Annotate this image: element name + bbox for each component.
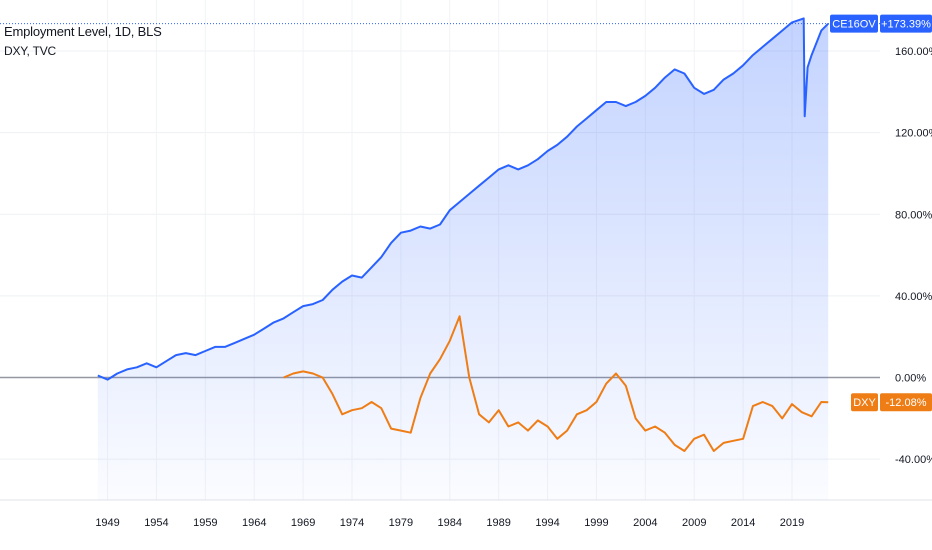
legend-dxy[interactable]: DXY, TVC — [4, 44, 56, 58]
series-line-ce16ov[interactable] — [97, 17, 829, 381]
badge-value-dxy: -12.08% — [886, 397, 927, 409]
badge-label-bg-ce16ov — [830, 14, 878, 33]
y-tick-label: 40.00% — [895, 291, 932, 303]
legend-employment[interactable]: Employment Level, 1D, BLS — [4, 24, 162, 39]
series-line-dxy[interactable] — [283, 315, 829, 452]
x-tick-label: 1999 — [584, 517, 608, 529]
x-tick-label: 1969 — [291, 517, 315, 529]
x-tick-label: 1984 — [438, 517, 462, 529]
x-tick-label: 1949 — [95, 517, 119, 529]
y-tick-label: -40.00% — [895, 454, 932, 466]
x-tick-label: 2019 — [780, 517, 804, 529]
x-tick-label: 1979 — [389, 517, 413, 529]
badge-label-bg-dxy — [851, 393, 878, 412]
y-tick-label: 0.00% — [895, 373, 926, 385]
y-tick-label: 80.00% — [895, 209, 932, 221]
x-tick-label: 2014 — [731, 517, 755, 529]
series-area-ce16ov — [97, 18, 829, 501]
badge-value-bg-ce16ov — [880, 14, 932, 33]
x-tick-label: 2004 — [633, 517, 657, 529]
x-tick-label: 1994 — [535, 517, 559, 529]
x-tick-label: 1989 — [486, 517, 510, 529]
x-tick-label: 1974 — [340, 517, 364, 529]
badge-value-bg-dxy — [880, 393, 932, 412]
badge-label-dxy: DXY — [853, 397, 876, 409]
badge-value-ce16ov: +173.39% — [881, 19, 931, 31]
y-tick-label: 120.00% — [895, 128, 932, 140]
x-tick-label: 1964 — [242, 517, 266, 529]
badge-label-ce16ov: CE16OV — [832, 19, 876, 31]
x-tick-label: 1954 — [144, 517, 168, 529]
x-tick-label: 2009 — [682, 517, 706, 529]
x-tick-label: 1959 — [193, 517, 217, 529]
y-tick-label: 160.00% — [895, 46, 932, 58]
